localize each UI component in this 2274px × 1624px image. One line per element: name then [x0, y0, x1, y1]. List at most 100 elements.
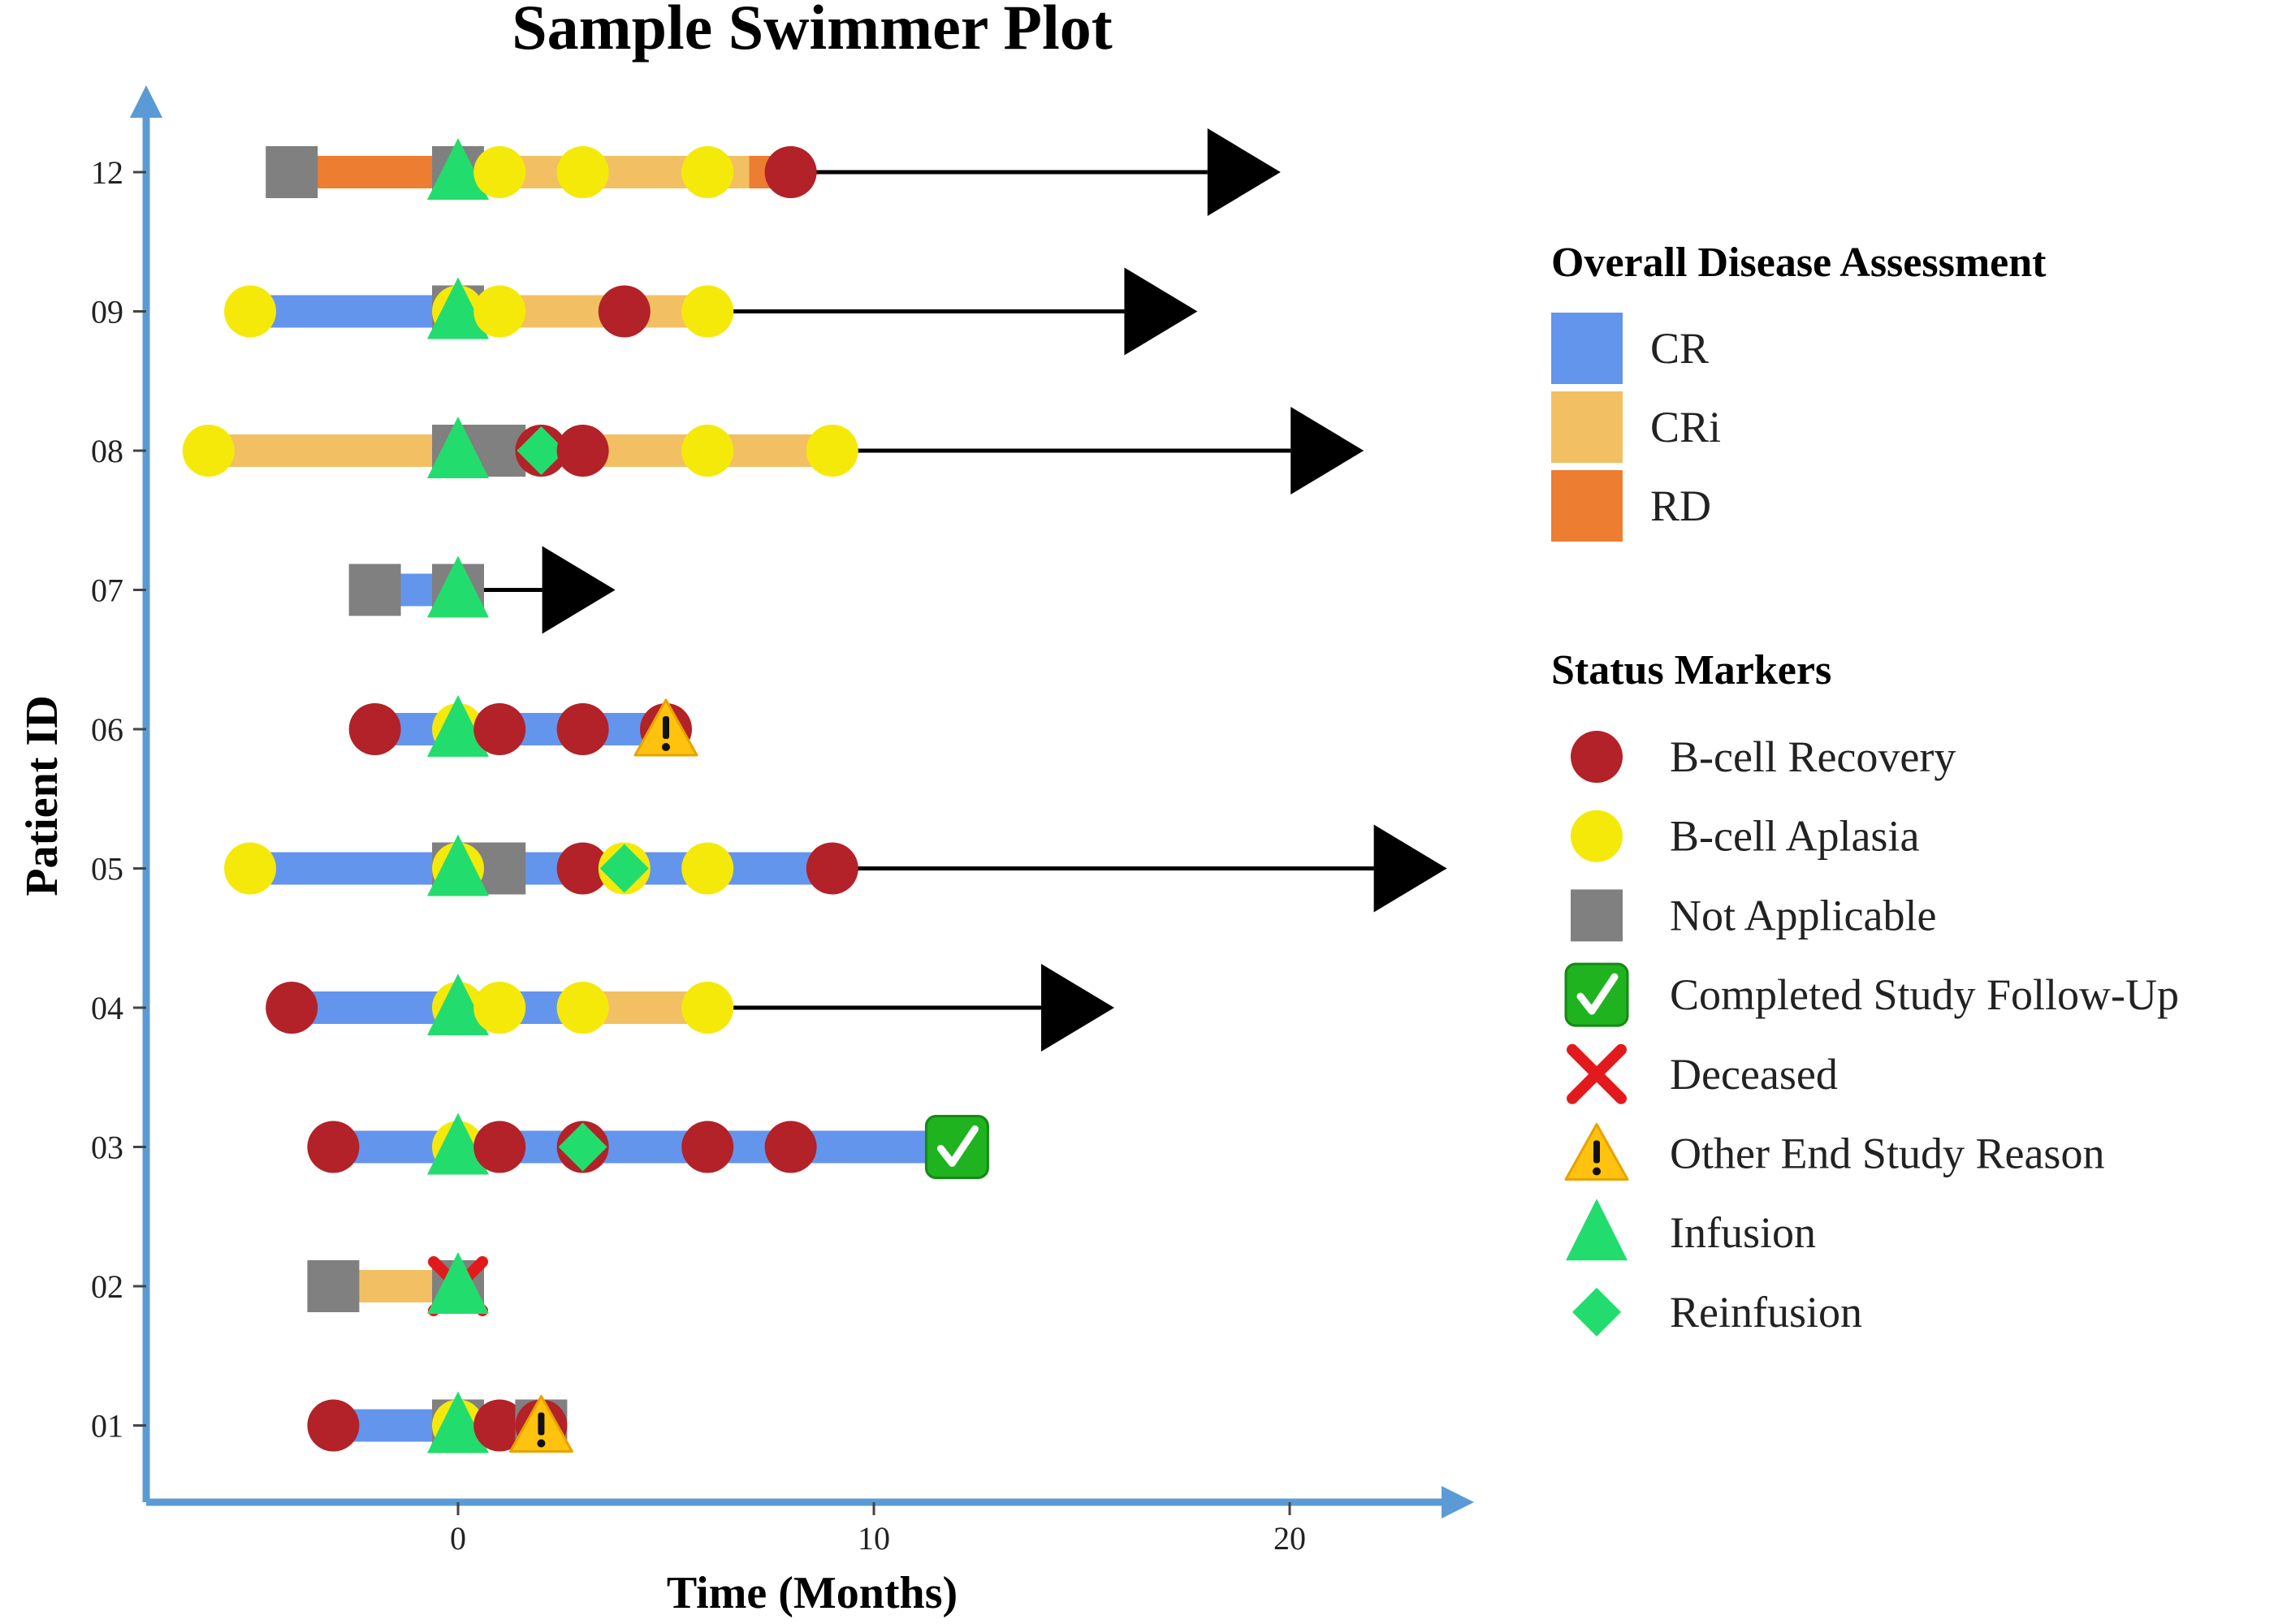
x-ticks: 0 10 20 — [450, 1502, 1306, 1557]
marker-infusion — [427, 834, 489, 896]
legend-item-reinfusion: Reinfusion — [1572, 1287, 1862, 1337]
marker-b-cell-recovery — [764, 1121, 817, 1173]
marker-b-cell-recovery — [307, 1399, 360, 1452]
swim-lane-09 — [224, 267, 1198, 356]
marker-not-applicable — [307, 1260, 360, 1312]
marker-b-cell-recovery — [556, 425, 609, 477]
ongoing-arrow — [1124, 267, 1198, 356]
marker-b-cell-aplasia — [806, 425, 858, 477]
legend-swatch — [1551, 313, 1623, 384]
legend-assessment-items: CR CRi RD — [1551, 313, 1721, 542]
marker-reinfusion — [1572, 1287, 1621, 1337]
legend-label: Not Applicable — [1670, 891, 1936, 939]
y-tick-label: 02 — [91, 1268, 123, 1305]
marker-b-cell-recovery — [806, 842, 858, 895]
bar-segment-cr — [250, 295, 458, 328]
marker-reinfusion — [517, 426, 566, 475]
swim-lane-02 — [307, 1252, 489, 1316]
marker-b-cell-aplasia — [681, 425, 734, 477]
marker-infusion — [427, 555, 489, 618]
swim-lane-07 — [348, 546, 616, 634]
marker-b-cell-recovery — [681, 1121, 734, 1173]
bar-segment-cr — [250, 852, 832, 885]
swim-lane-04 — [266, 964, 1114, 1052]
marker-b-cell-aplasia — [1571, 810, 1623, 862]
marker-b-cell-aplasia — [224, 285, 276, 338]
swim-lane-08 — [182, 407, 1364, 495]
legend-status-items: B-cell Recovery B-cell Aplasia Not Applica… — [1564, 731, 2179, 1337]
marker-b-cell-recovery — [556, 842, 609, 895]
y-ticks: 01 02 03 04 05 06 07 08 09 12 — [91, 154, 146, 1445]
x-tick-label: 10 — [858, 1520, 890, 1557]
marker-infusion — [427, 1112, 489, 1175]
marker-b-cell-recovery — [473, 1399, 526, 1452]
marker-b-cell-aplasia — [681, 842, 734, 895]
marker-b-cell-aplasia — [556, 146, 609, 198]
legend-label: Other End Study Reason — [1670, 1129, 2104, 1178]
marker-b-cell-aplasia — [473, 146, 526, 198]
marker-other-end-study-reason — [508, 1395, 573, 1453]
y-tick-label: 07 — [91, 572, 123, 609]
legend-item-b-cell-recovery: B-cell Recovery — [1571, 731, 1956, 783]
legend-item-cr: CR — [1551, 313, 1709, 384]
marker-b-cell-recovery — [556, 703, 609, 755]
ongoing-arrow — [1373, 824, 1447, 913]
y-tick-label: 09 — [91, 294, 123, 330]
marker-other-end-study-reason — [1564, 1123, 1629, 1181]
marker-deceased — [1567, 1043, 1627, 1104]
legend-status-title: Status Markers — [1551, 647, 1831, 693]
marker-completed-study-follow-up — [924, 1115, 989, 1179]
marker-b-cell-aplasia — [473, 285, 526, 338]
legend-label: Completed Study Follow-Up — [1670, 970, 2179, 1019]
legend-item-infusion: Infusion — [1566, 1199, 1816, 1261]
legend-swatch — [1551, 470, 1623, 542]
x-axis-arrowhead — [1442, 1486, 1474, 1518]
legend-item-cri: CRi — [1551, 391, 1721, 463]
legend-item-rd: RD — [1551, 470, 1711, 542]
legend-label: Reinfusion — [1670, 1288, 1862, 1337]
swim-lane-01 — [307, 1391, 573, 1453]
marker-infusion — [427, 417, 489, 478]
marker-b-cell-aplasia — [681, 146, 734, 198]
x-tick-label: 20 — [1273, 1520, 1306, 1557]
legend-label: Deceased — [1670, 1050, 1838, 1099]
marker-reinfusion — [558, 1122, 607, 1172]
legend-label: B-cell Aplasia — [1670, 812, 1919, 861]
marker-b-cell-aplasia — [182, 425, 235, 477]
legend-label: CR — [1650, 324, 1709, 373]
ongoing-arrow — [1290, 407, 1364, 495]
swim-lane-05 — [224, 824, 1447, 913]
ongoing-arrow — [1041, 964, 1114, 1052]
x-axis-title: Time (Months) — [667, 1568, 958, 1618]
marker-b-cell-recovery — [348, 703, 401, 755]
marker-infusion — [427, 695, 489, 757]
legend-item-b-cell-aplasia: B-cell Aplasia — [1571, 810, 1919, 862]
y-tick-label: 01 — [91, 1408, 123, 1445]
ongoing-arrow — [542, 546, 616, 634]
marker-b-cell-aplasia — [224, 842, 276, 895]
legend-label: RD — [1650, 482, 1711, 530]
marker-b-cell-aplasia — [681, 285, 734, 338]
marker-b-cell-aplasia — [681, 982, 734, 1034]
marker-b-cell-recovery — [764, 146, 817, 198]
legend-item-deceased: Deceased — [1567, 1043, 1838, 1104]
marker-b-cell-recovery — [473, 1121, 526, 1173]
marker-completed-study-follow-up — [1564, 962, 1629, 1027]
y-axis-title: Patient ID — [17, 695, 67, 896]
y-tick-label: 05 — [91, 851, 123, 888]
bar-segment-cr — [333, 1130, 958, 1164]
legend-item-not-applicable: Not Applicable — [1571, 889, 1936, 942]
marker-infusion — [427, 138, 489, 200]
x-tick-label: 0 — [450, 1520, 466, 1557]
chart-title: Sample Swimmer Plot — [512, 0, 1113, 63]
y-tick-label: 03 — [91, 1129, 123, 1166]
swim-lane-12 — [266, 128, 1281, 216]
marker-reinfusion — [599, 844, 649, 893]
ongoing-arrow — [1207, 128, 1281, 216]
legend-assessment-title: Overall Disease Assessment — [1551, 240, 2047, 286]
y-tick-label: 08 — [91, 433, 123, 469]
marker-b-cell-aplasia — [473, 982, 526, 1034]
swim-lane-03 — [307, 1112, 989, 1179]
swim-lane-06 — [348, 695, 698, 757]
